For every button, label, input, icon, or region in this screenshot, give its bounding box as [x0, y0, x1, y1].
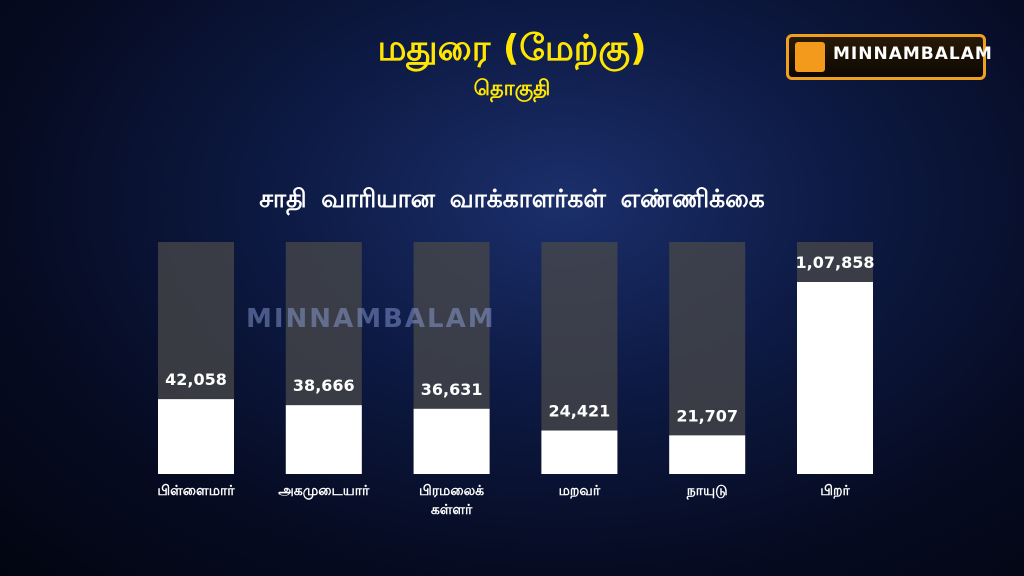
- bar: [797, 282, 873, 474]
- bar: [669, 435, 746, 474]
- value-label: 24,421: [549, 402, 611, 421]
- category-label: மறவர்: [558, 483, 601, 499]
- category-label: பிள்ளைமார்: [157, 483, 235, 499]
- title: மதுரை (மேற்கு): [377, 28, 647, 69]
- value-label: 38,666: [293, 376, 355, 395]
- logo-icon: [795, 42, 825, 72]
- logo-text: MINNAMBALAM: [833, 44, 993, 64]
- value-label: 1,07,858: [796, 253, 875, 272]
- category-label: பிறர்: [820, 483, 850, 499]
- bar-track: [669, 242, 746, 474]
- subtitle: தொகுதி: [473, 76, 551, 100]
- chart-heading: சாதி வாரியான வாக்காளர்கள் எண்ணிக்கை: [259, 184, 765, 213]
- value-label: 42,058: [165, 370, 227, 389]
- watermark: MINNAMBALAM: [246, 304, 496, 334]
- category-label: நாயுடு: [686, 483, 728, 499]
- bar: [413, 408, 490, 474]
- logo: MINNAMBALAM: [786, 34, 992, 80]
- value-label: 36,631: [421, 380, 483, 399]
- bar: [541, 430, 618, 474]
- category-label: அகமுடையார்: [278, 483, 370, 499]
- bar: [158, 399, 234, 474]
- bar: [285, 405, 362, 474]
- value-label: 21,707: [676, 406, 738, 425]
- category-label: பிரமலைக் கள்ளர்: [419, 483, 485, 518]
